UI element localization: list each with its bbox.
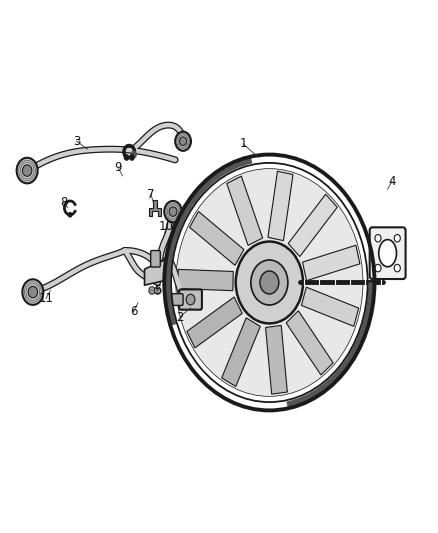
Circle shape: [236, 241, 303, 324]
Circle shape: [156, 289, 159, 292]
Circle shape: [251, 260, 288, 305]
Circle shape: [151, 289, 153, 292]
Circle shape: [176, 168, 363, 397]
Polygon shape: [222, 318, 260, 386]
Polygon shape: [265, 325, 287, 394]
Circle shape: [22, 165, 32, 176]
Polygon shape: [303, 245, 360, 281]
Polygon shape: [178, 269, 233, 290]
Circle shape: [149, 287, 155, 294]
Circle shape: [124, 155, 129, 160]
Text: 4: 4: [388, 175, 396, 188]
Polygon shape: [288, 194, 337, 256]
Circle shape: [164, 155, 374, 410]
Circle shape: [155, 287, 161, 294]
Circle shape: [68, 213, 72, 217]
Circle shape: [164, 201, 182, 222]
Circle shape: [28, 286, 38, 298]
Circle shape: [375, 235, 381, 242]
Circle shape: [131, 151, 136, 158]
Circle shape: [130, 155, 134, 160]
Text: 10: 10: [159, 220, 174, 233]
Polygon shape: [227, 176, 263, 245]
Circle shape: [17, 158, 38, 183]
Polygon shape: [187, 297, 242, 348]
Text: 5: 5: [154, 284, 161, 297]
Polygon shape: [145, 259, 168, 285]
FancyBboxPatch shape: [179, 289, 202, 310]
Circle shape: [394, 235, 400, 242]
Polygon shape: [286, 311, 333, 375]
Circle shape: [169, 207, 177, 216]
Text: 1: 1: [239, 138, 247, 150]
Polygon shape: [190, 212, 244, 265]
Text: 2: 2: [176, 311, 184, 324]
Text: 3: 3: [73, 135, 80, 148]
Text: 8: 8: [60, 196, 67, 209]
Ellipse shape: [379, 240, 396, 266]
Circle shape: [180, 137, 187, 146]
FancyBboxPatch shape: [370, 227, 406, 279]
Circle shape: [175, 132, 191, 151]
Text: 7: 7: [147, 188, 155, 201]
Text: 6: 6: [130, 305, 138, 318]
FancyBboxPatch shape: [151, 251, 160, 267]
Text: 9: 9: [114, 161, 122, 174]
Circle shape: [394, 264, 400, 272]
Circle shape: [375, 264, 381, 272]
Polygon shape: [301, 287, 359, 326]
FancyBboxPatch shape: [171, 294, 183, 305]
Circle shape: [186, 294, 195, 305]
Polygon shape: [149, 200, 161, 216]
Circle shape: [22, 279, 43, 305]
Text: 11: 11: [39, 292, 53, 305]
Polygon shape: [268, 171, 293, 240]
Circle shape: [260, 271, 279, 294]
